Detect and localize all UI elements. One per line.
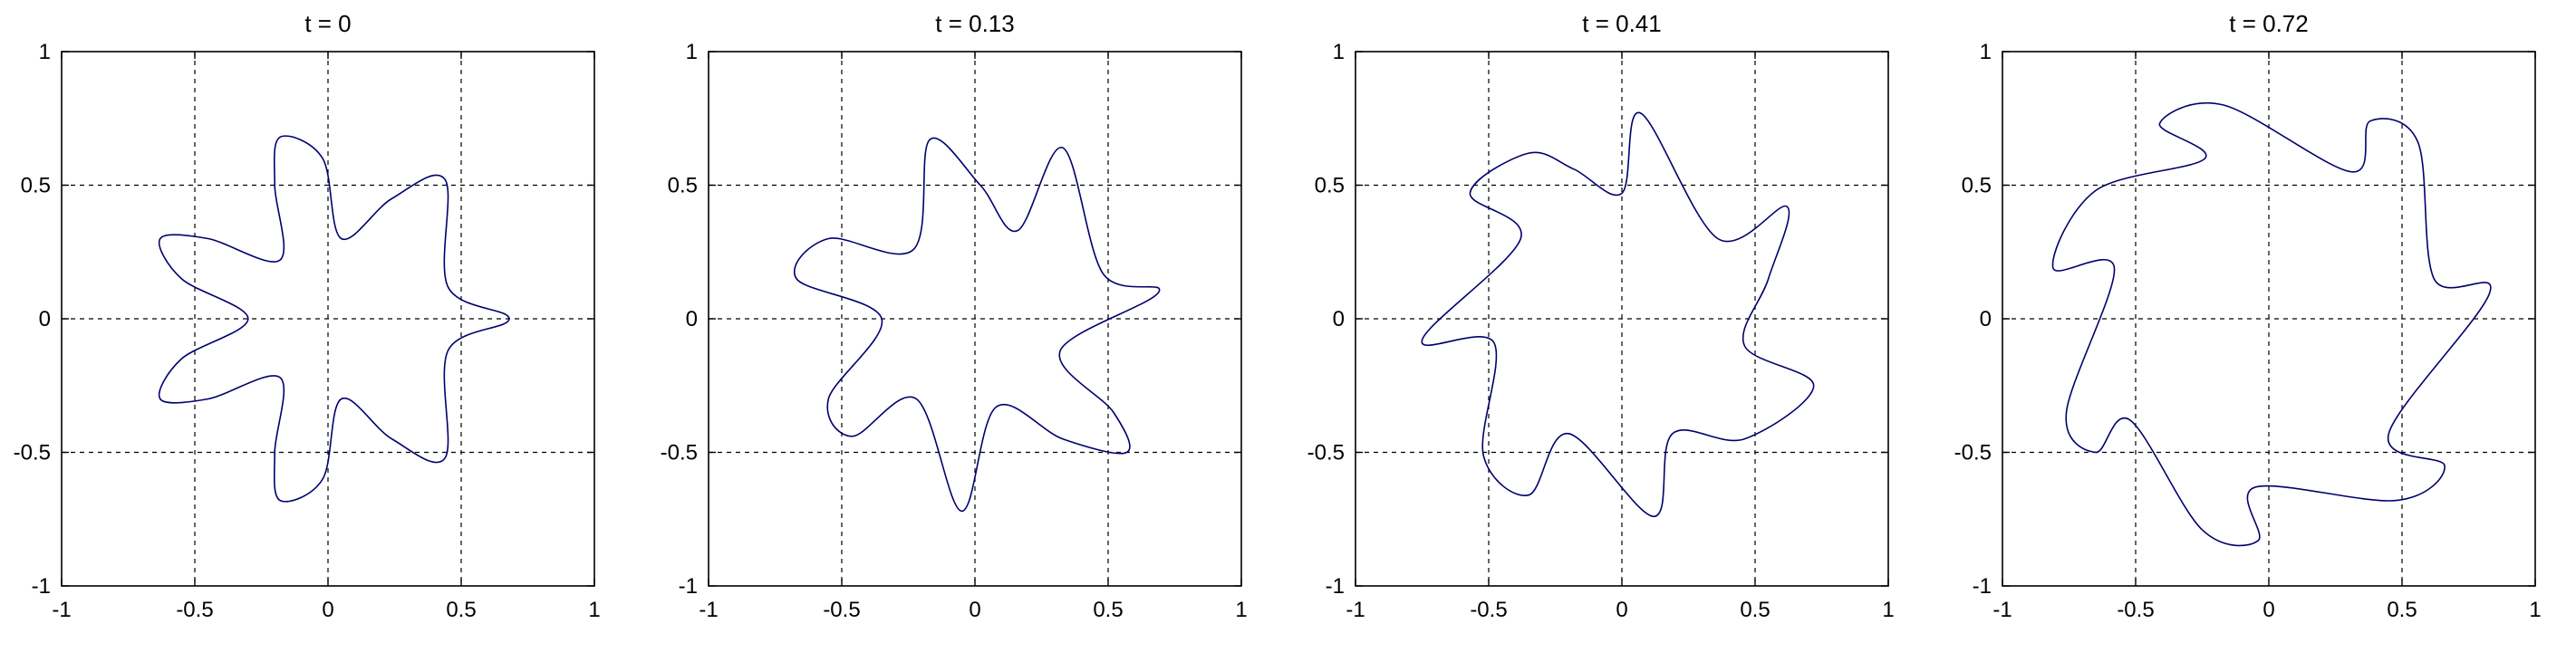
x-tick-label: -1 xyxy=(699,598,718,622)
x-tick-label: 1 xyxy=(588,598,600,622)
x-tick-label: 0.5 xyxy=(2387,598,2417,622)
x-tick-label: 0 xyxy=(2262,598,2274,622)
y-tick-label: 1 xyxy=(39,40,51,64)
chart-title: t = 0 xyxy=(304,10,351,37)
x-tick-label: 0 xyxy=(322,598,333,622)
x-tick-label: -0.5 xyxy=(1470,598,1507,622)
y-tick-label: 1 xyxy=(686,40,698,64)
curve-line xyxy=(794,137,1161,513)
y-tick-label: 0.5 xyxy=(668,174,698,198)
x-tick-label: 0 xyxy=(969,598,980,622)
x-tick-label: -0.5 xyxy=(823,598,860,622)
curve-line xyxy=(2051,102,2492,547)
curve-line xyxy=(158,135,510,503)
y-tick-label: -1 xyxy=(1973,574,1992,599)
x-tick-label: 0.5 xyxy=(446,598,476,622)
y-tick-label: -1 xyxy=(32,574,51,599)
y-tick-label: -1 xyxy=(1326,574,1345,599)
y-tick-label: -0.5 xyxy=(14,441,51,465)
x-tick-label: 0.5 xyxy=(1093,598,1123,622)
chart-panel-4: t = 0.72 -1 -0.5 0 0.5 1 -1 -0.5 0 0.5 1 xyxy=(1954,10,2542,622)
chart-title: t = 0.41 xyxy=(1582,10,1661,37)
y-tick-label: 0.5 xyxy=(21,174,51,198)
chart-panel-3: t = 0.41 -1 -0.5 0 0.5 1 -1 -0.5 0 0.5 1 xyxy=(1307,10,1895,622)
x-tick-label: 1 xyxy=(1882,598,1894,622)
x-tick-label: -0.5 xyxy=(2117,598,2154,622)
y-tick-label: 1 xyxy=(1333,40,1345,64)
y-tick-label: -0.5 xyxy=(1954,441,1992,465)
x-tick-label: 0 xyxy=(1616,598,1627,622)
y-tick-label: -0.5 xyxy=(1307,441,1345,465)
y-tick-label: 0 xyxy=(686,307,698,331)
y-tick-label: 0 xyxy=(1333,307,1345,331)
y-tick-label: 0 xyxy=(1980,307,1992,331)
chart-title: t = 0.72 xyxy=(2229,10,2308,37)
y-tick-label: 0.5 xyxy=(1315,174,1345,198)
y-tick-label: -1 xyxy=(679,574,698,599)
x-tick-label: 0.5 xyxy=(1740,598,1770,622)
chart-panel-2: t = 0.13 -1 -0.5 0 0.5 1 -1 -0.5 0 0.5 1 xyxy=(661,10,1248,622)
y-tick-label: 0 xyxy=(39,307,51,331)
curve-line xyxy=(1421,111,1815,518)
y-tick-label: 1 xyxy=(1980,40,1992,64)
x-tick-label: 1 xyxy=(2529,598,2541,622)
x-tick-label: -0.5 xyxy=(176,598,213,622)
y-tick-label: -0.5 xyxy=(661,441,698,465)
chart-panel-1: t = 0 -1 -0.5 0 0.5 1 -1 -0.5 0 0.5 1 xyxy=(14,10,601,622)
x-tick-label: -1 xyxy=(52,598,71,622)
x-tick-label: 1 xyxy=(1235,598,1247,622)
x-tick-label: -1 xyxy=(1346,598,1365,622)
y-tick-label: 0.5 xyxy=(1962,174,1992,198)
chart-title: t = 0.13 xyxy=(935,10,1014,37)
x-tick-label: -1 xyxy=(1992,598,2012,622)
